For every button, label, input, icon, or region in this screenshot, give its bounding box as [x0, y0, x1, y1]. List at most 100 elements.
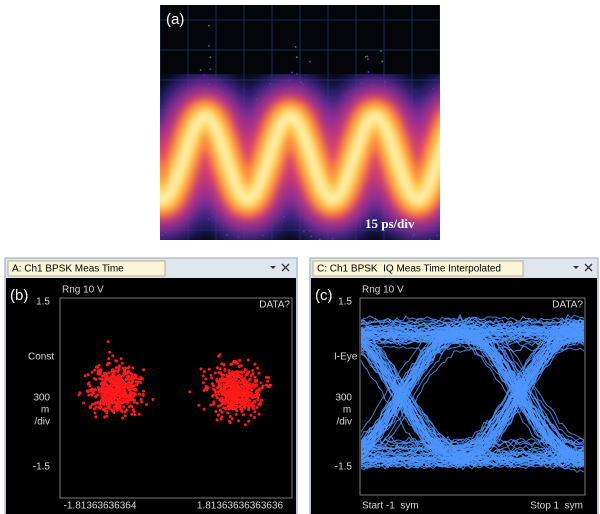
constellation-point	[203, 370, 206, 373]
constellation-point	[91, 403, 94, 406]
constellation-point	[103, 407, 106, 410]
constellation-point	[87, 373, 90, 376]
constellation-point	[220, 383, 223, 386]
constellation-point	[118, 374, 121, 377]
constellation-point	[115, 401, 118, 404]
constellation-point	[127, 370, 130, 373]
constellation-point	[109, 390, 112, 393]
speckle	[416, 250, 418, 252]
constellation-point	[215, 378, 218, 381]
constellation-point	[99, 382, 102, 385]
constellation-point	[248, 399, 251, 402]
speckle	[222, 247, 224, 249]
constellation-point	[260, 399, 263, 402]
constellation-point	[120, 410, 123, 413]
constellation-point	[111, 354, 114, 357]
constellation-point	[250, 385, 253, 388]
y-scale-label: 300	[335, 393, 352, 404]
speckle	[342, 250, 344, 252]
constellation-point	[139, 376, 142, 379]
constellation-point	[90, 394, 93, 397]
constellation-point	[114, 369, 117, 372]
constellation-point	[120, 357, 123, 360]
constellation-point	[242, 413, 245, 416]
constellation-point	[87, 390, 90, 393]
constellation-point	[244, 383, 247, 386]
constellation-point	[254, 363, 257, 366]
constellation-point	[106, 363, 109, 366]
y-scale-label: m	[41, 405, 49, 416]
status-label: DATA?	[552, 300, 583, 311]
constellation-point	[212, 388, 215, 391]
y-scale-label: m	[343, 405, 351, 416]
constellation-point	[93, 408, 96, 411]
constellation-point	[103, 372, 106, 375]
constellation-point	[239, 401, 242, 404]
constellation-point	[142, 368, 145, 371]
constellation-point	[253, 410, 256, 413]
constellation-point	[231, 370, 234, 373]
constellation-point	[84, 374, 87, 377]
constellation-point	[250, 388, 253, 391]
constellation-point	[107, 399, 110, 402]
constellation-point	[252, 372, 255, 375]
constellation-point	[122, 405, 125, 408]
constellation-point	[109, 379, 112, 382]
constellation-point	[211, 382, 214, 385]
panel-label: (b)	[10, 287, 28, 304]
constellation-point	[101, 375, 104, 378]
constellation-point	[241, 394, 244, 397]
constellation-point	[140, 401, 143, 404]
constellation-point	[134, 393, 137, 396]
constellation-point	[267, 376, 270, 379]
x-right-label: Stop 1 sym	[530, 501, 583, 512]
constellation-point	[232, 406, 235, 409]
constellation-point	[121, 362, 124, 365]
constellation-point	[107, 371, 110, 374]
constellation-point	[124, 394, 127, 397]
constellation-point	[254, 376, 257, 379]
constellation-point	[95, 366, 98, 369]
speckle	[366, 56, 368, 58]
constellation-point	[235, 361, 238, 364]
constellation-point	[130, 413, 133, 416]
constellation-point	[214, 410, 217, 413]
constellation-point	[126, 367, 129, 370]
constellation-point	[116, 408, 119, 411]
speckle	[295, 46, 297, 48]
constellation-point	[240, 377, 243, 380]
constellation-point	[87, 394, 90, 397]
window-c: C: Ch1 BPSK IQ Meas Time Interpolated	[310, 258, 598, 514]
constellation-point	[205, 388, 208, 391]
constellation-point	[220, 400, 223, 403]
constellation-point	[97, 371, 100, 374]
constellation-point	[241, 381, 244, 384]
constellation-point	[240, 370, 243, 373]
constellation-point	[114, 394, 117, 397]
constellation-point	[118, 368, 121, 371]
speckle	[236, 242, 238, 244]
constellation-point	[138, 393, 141, 396]
constellation-point	[245, 380, 248, 383]
speckle	[380, 50, 382, 52]
constellation-point	[244, 368, 247, 371]
y-top-label: 1.5	[36, 297, 50, 308]
constellation-point	[221, 374, 224, 377]
speckle	[336, 252, 338, 254]
constellation-point	[91, 371, 94, 374]
constellation-point	[218, 371, 221, 374]
constellation-point	[228, 376, 231, 379]
constellation-point	[119, 392, 122, 395]
constellation-point	[247, 420, 250, 423]
constellation-point	[98, 377, 101, 380]
constellation-point	[123, 369, 126, 372]
constellation-point	[130, 396, 133, 399]
y-scale-label: /div	[336, 417, 352, 428]
speckle	[235, 243, 237, 245]
constellation-point	[253, 400, 256, 403]
range-label: Rng 10 V	[362, 285, 404, 296]
constellation-point	[126, 375, 129, 378]
constellation-point	[256, 398, 259, 401]
constellation-point	[202, 381, 205, 384]
constellation-point	[238, 393, 241, 396]
